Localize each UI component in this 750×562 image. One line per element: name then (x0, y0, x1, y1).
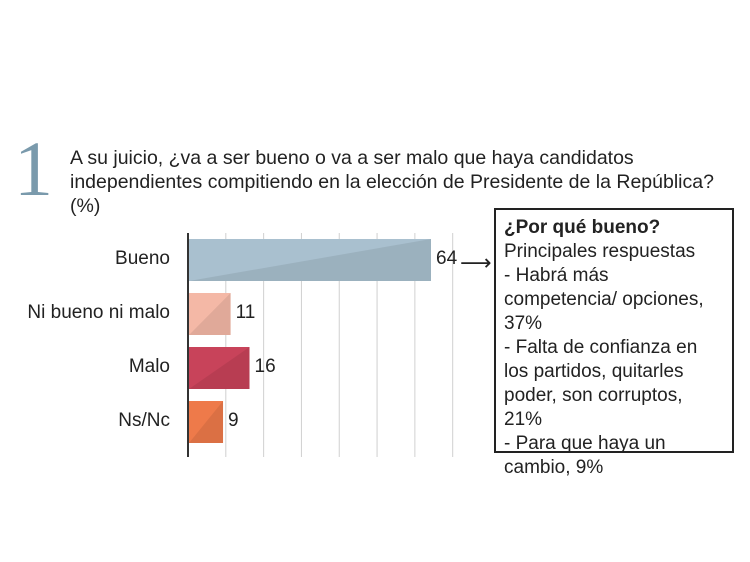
bar-shade (189, 293, 231, 335)
category-label: Ns/Nc (118, 410, 170, 431)
question-text: A su juicio, ¿va a ser bueno o va a ser … (70, 147, 714, 217)
bar-shade (189, 347, 250, 389)
bar-shade (189, 239, 431, 281)
callout-box: ¿Por qué bueno? Principales respuestas -… (494, 208, 734, 478)
category-label: Ni bueno ni malo (27, 302, 170, 323)
arrow-icon: ⟶ (460, 250, 492, 275)
callout-item: - Habrá más competencia/ opciones, 37% (504, 265, 704, 334)
bar-chart: Bueno 64 Ni bueno ni malo 11 Malo 16 Ns/Nc 9 (0, 225, 500, 465)
callout-item: - Para que haya un cambio, 9% (504, 433, 666, 478)
callout-item: - Falta de confianza en los partidos, qu… (504, 337, 698, 430)
category-label: Malo (128, 356, 170, 377)
bar-bueno (189, 239, 431, 281)
value-label: 11 (235, 302, 256, 323)
chart-svg (187, 233, 454, 457)
value-label: 16 (254, 356, 276, 377)
bar-ns-nc (189, 401, 224, 443)
value-label: 9 (228, 410, 239, 431)
callout-title: ¿Por qué bueno? (504, 217, 661, 238)
value-label: 64 (436, 248, 458, 269)
bar-malo (189, 347, 250, 389)
question-number: 1 (14, 125, 53, 212)
bar-shade (189, 401, 224, 443)
category-label: Bueno (115, 248, 170, 269)
bar-ni-bueno-ni-malo (189, 293, 231, 335)
callout-subtitle: Principales respuestas (504, 241, 696, 262)
